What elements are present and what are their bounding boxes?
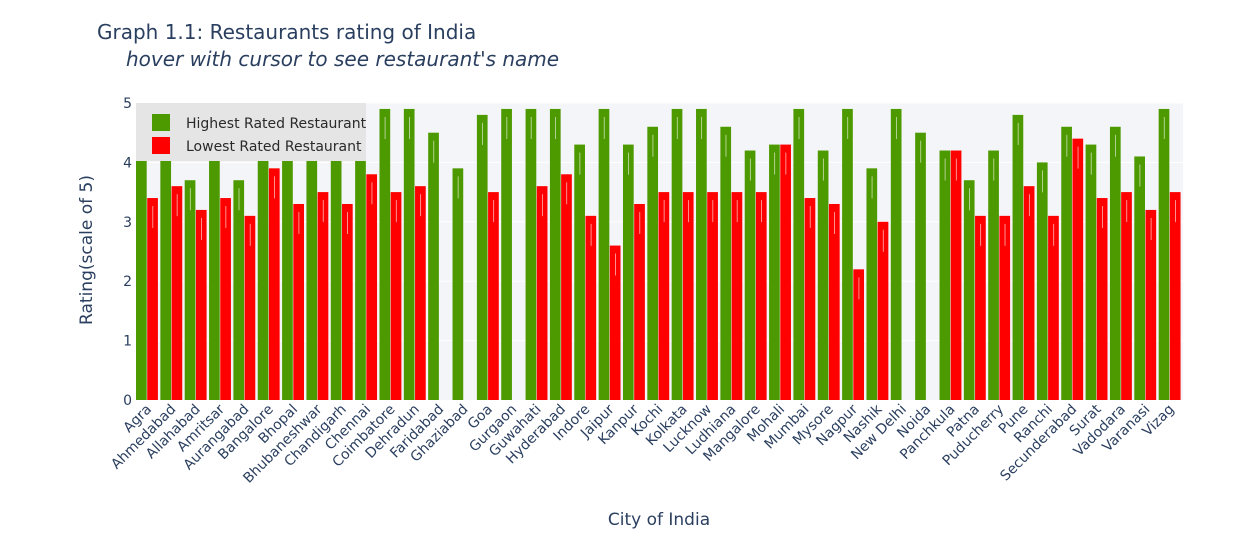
bar-highest-kochi[interactable] [647, 126, 659, 400]
bar-highest-kolkata[interactable] [671, 108, 683, 400]
bar-lowest-varanasi[interactable] [1145, 209, 1157, 400]
bar-highest-varanasi[interactable] [1134, 156, 1146, 400]
bar-highest-patna[interactable] [963, 180, 975, 400]
bar-lowest-surat[interactable] [1096, 198, 1108, 400]
bar-highest-mysore[interactable] [817, 150, 829, 400]
bar-lowest-guwahati[interactable] [536, 186, 548, 400]
bar-lowest-dehradun[interactable] [415, 186, 426, 400]
y-tick-label: 0 [123, 393, 132, 409]
bar-highest-surat[interactable] [1085, 144, 1097, 400]
bar-lowest-ranchi[interactable] [1048, 215, 1059, 400]
bar-lowest-kolkata[interactable] [682, 192, 694, 400]
bar-highest-gurgaon[interactable] [501, 108, 512, 400]
bar-highest-chennai[interactable] [355, 108, 366, 400]
bar-highest-aurangabad[interactable] [233, 180, 245, 400]
y-axis-label: Rating(scale of 5) [77, 175, 97, 325]
bar-lowest-nashik[interactable] [877, 221, 889, 400]
bar-highest-hyderabad[interactable] [549, 108, 561, 400]
bar-lowest-chandigarh[interactable] [341, 203, 353, 400]
chart-title: Graph 1.1: Restaurants rating of India [97, 20, 476, 44]
bar-lowest-nagpur[interactable] [853, 269, 865, 400]
bar-highest-mohali[interactable] [769, 144, 780, 400]
bar-lowest-allahabad[interactable] [195, 209, 207, 400]
bar-highest-vadodara[interactable] [1109, 126, 1121, 400]
legend[interactable]: Highest Rated Restaurant Lowest Rated Re… [136, 103, 367, 161]
x-axis-label: City of India [608, 510, 710, 530]
y-tick-label: 5 [123, 96, 132, 112]
bar-lowest-hyderabad[interactable] [561, 174, 572, 400]
bar-highest-indore[interactable] [574, 144, 585, 400]
bar-highest-ahmedabad[interactable] [160, 108, 172, 400]
bar-lowest-patna[interactable] [975, 215, 986, 400]
bar-lowest-chennai[interactable] [366, 174, 378, 400]
bar-lowest-vadodara[interactable] [1121, 192, 1132, 400]
bar-highest-goa[interactable] [476, 114, 488, 400]
bar-highest-pune[interactable] [1012, 114, 1024, 400]
bar-highest-bhubaneshwar[interactable] [306, 108, 318, 400]
bar-highest-panchkula[interactable] [939, 150, 951, 400]
bar-lowest-indore[interactable] [585, 215, 597, 400]
legend-label-lowest[interactable]: Lowest Rated Restaurant [186, 139, 362, 155]
bar-lowest-lucknow[interactable] [707, 192, 718, 400]
bar-lowest-kochi[interactable] [658, 192, 670, 400]
y-tick-label: 2 [123, 274, 132, 290]
bar-lowest-coimbatore[interactable] [390, 192, 402, 400]
legend-label-highest[interactable]: Highest Rated Restaurant [186, 116, 367, 132]
bar-highest-noida[interactable] [915, 132, 926, 400]
bar-lowest-mysore[interactable] [828, 203, 840, 400]
y-tick-label: 4 [123, 155, 132, 171]
bar-lowest-amritsar[interactable] [220, 198, 231, 400]
chart-subtitle: hover with cursor to see restaurant's na… [126, 47, 559, 71]
bar-lowest-bhopal[interactable] [293, 203, 304, 400]
bar-highest-jaipur[interactable] [598, 108, 610, 400]
bar-highest-lucknow[interactable] [696, 108, 707, 400]
legend-swatch-lowest[interactable] [152, 137, 170, 154]
bar-lowest-bangalore[interactable] [268, 168, 280, 400]
bar-highest-chandigarh[interactable] [330, 108, 342, 400]
bar-highest-nashik[interactable] [866, 168, 878, 400]
bar-highest-secunderabad[interactable] [1061, 126, 1072, 400]
bar-highest-vizag[interactable] [1158, 108, 1170, 400]
bar-highest-allahabad[interactable] [184, 180, 196, 400]
bar-lowest-ahmedabad[interactable] [171, 186, 183, 400]
bar-lowest-mangalore[interactable] [755, 192, 767, 400]
bar-highest-ranchi[interactable] [1036, 162, 1048, 400]
y-tick-label: 3 [123, 215, 132, 231]
bar-highest-amritsar[interactable] [209, 108, 220, 400]
bar-lowest-panchkula[interactable] [950, 150, 962, 400]
bar-highest-nagpur[interactable] [842, 108, 853, 400]
bar-highest-ludhiana[interactable] [720, 126, 732, 400]
bar-highest-guwahati[interactable] [525, 108, 537, 400]
bar-lowest-puducherry[interactable] [999, 215, 1011, 400]
bar-highest-faridabad[interactable] [428, 132, 439, 400]
bar-highest-mangalore[interactable] [744, 150, 756, 400]
bar-lowest-jaipur[interactable] [609, 245, 621, 400]
bar-lowest-agra[interactable] [147, 198, 158, 400]
bar-highest-dehradun[interactable] [403, 108, 415, 400]
bar-lowest-mumbai[interactable] [804, 198, 816, 400]
bar-highest-coimbatore[interactable] [379, 108, 391, 400]
bar-highest-bhopal[interactable] [282, 108, 293, 400]
bar-lowest-goa[interactable] [488, 192, 499, 400]
bar-highest-kanpur[interactable] [622, 144, 634, 400]
bar-lowest-aurangabad[interactable] [244, 215, 256, 400]
bar-lowest-pune[interactable] [1023, 186, 1035, 400]
legend-background [136, 103, 366, 161]
bar-lowest-kanpur[interactable] [634, 203, 645, 400]
bar-highest-agra[interactable] [136, 108, 147, 400]
bar-highest-mumbai[interactable] [793, 108, 805, 400]
legend-swatch-highest[interactable] [152, 114, 170, 131]
bar-lowest-mohali[interactable] [780, 144, 791, 400]
bar-lowest-bhubaneshwar[interactable] [317, 192, 329, 400]
bar-highest-ghaziabad[interactable] [452, 168, 464, 400]
bar-highest-puducherry[interactable] [988, 150, 999, 400]
bar-highest-bangalore[interactable] [257, 108, 269, 400]
y-tick-label: 1 [123, 334, 132, 350]
bar-lowest-ludhiana[interactable] [731, 192, 743, 400]
bar-lowest-vizag[interactable] [1169, 192, 1181, 400]
bar-highest-new-delhi[interactable] [890, 108, 902, 400]
bar-lowest-secunderabad[interactable] [1072, 138, 1084, 400]
